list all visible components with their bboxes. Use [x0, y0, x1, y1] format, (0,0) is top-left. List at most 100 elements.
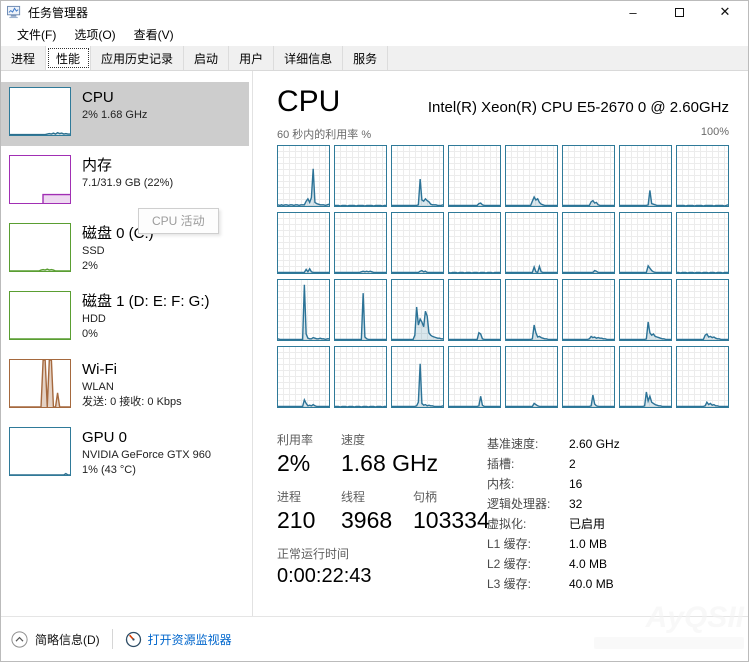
core-graph-11	[448, 212, 501, 274]
tab-4[interactable]: 用户	[229, 46, 275, 70]
core-graph-grid	[277, 145, 729, 408]
cpu-detail-value-6: 4.0 MB	[569, 557, 608, 571]
cpu-detail-value-3: 32	[569, 497, 583, 511]
sidebar-item-memory[interactable]: 内存 7.1/31.9 GB (22%)	[1, 150, 249, 214]
cpu-detail-row-6: L2 缓存: 4.0 MB	[487, 554, 620, 574]
graph-caption-right: 100%	[700, 126, 729, 138]
cpu-detail-label-2: 内核:	[487, 477, 515, 491]
cpu-detail-label-0: 基准速度:	[487, 437, 539, 451]
utilization-value: 2%	[277, 450, 311, 476]
cpu-detail-row-3: 逻辑处理器: 32	[487, 494, 620, 514]
title-bar: 任务管理器 – ✕	[1, 1, 748, 23]
sidebar-item-disk0[interactable]: 磁盘 0 (C:) SSD 2%	[1, 218, 249, 282]
menu-bar: 文件(F) 选项(O) 查看(V)	[1, 23, 748, 46]
core-graph-16	[277, 279, 330, 341]
tab-bar: 进程 性能 应用历史记录 启动 用户 详细信息 服务	[1, 46, 748, 71]
core-graph-0	[277, 145, 330, 207]
core-graph-15	[676, 212, 729, 274]
sidebar-item-disk1[interactable]: 磁盘 1 (D: E: F: G:) HDD 0%	[1, 286, 249, 350]
gpu-title: GPU 0	[82, 429, 128, 446]
menu-options[interactable]: 选项(O)	[74, 28, 116, 42]
gpu-stat-line-1: 1% (43 °C)	[82, 464, 136, 476]
performance-sidebar: CPU 2% 1.68 GHz 内存 7.1/31.9 GB (22%) 磁盘 0 (C…	[1, 71, 253, 618]
uptime-value: 0:00:22:43	[277, 565, 372, 587]
window-title: 任务管理器	[28, 5, 89, 20]
cpu-detail-label-7: L3 缓存:	[487, 577, 532, 591]
cpu-detail-value-1: 2	[569, 457, 576, 471]
cpu-detail-label-4: 虚拟化:	[487, 517, 527, 531]
cpu-detail-value-0: 2.60 GHz	[569, 437, 620, 451]
open-resource-monitor-label: 打开资源监视器	[147, 632, 232, 647]
tab-1[interactable]: 性能	[46, 46, 92, 70]
tab-5[interactable]: 详细信息	[274, 46, 344, 70]
threads-value: 3968	[341, 507, 393, 533]
cpu-detail-row-1: 插槽: 2	[487, 454, 620, 474]
core-graph-22	[619, 279, 672, 341]
core-graph-8	[277, 212, 330, 274]
sidebar-item-gpu[interactable]: GPU 0 NVIDIA GeForce GTX 960 1% (43 °C)	[1, 422, 249, 486]
core-graph-29	[562, 346, 615, 408]
core-graph-4	[505, 145, 558, 207]
core-graph-6	[619, 145, 672, 207]
fewer-details-label: 简略信息(D)	[35, 632, 100, 647]
close-button[interactable]: ✕	[719, 4, 731, 19]
core-graph-31	[676, 346, 729, 408]
core-graph-17	[334, 279, 387, 341]
gpu-graph-thumbnail	[9, 427, 71, 476]
memory-graph-thumbnail	[9, 155, 71, 204]
core-graph-23	[676, 279, 729, 341]
fewer-details-toggle[interactable]: 简略信息(D)	[11, 630, 100, 648]
disk1-stat-line-0: HDD	[82, 313, 106, 325]
resource-monitor-gauge-icon	[125, 631, 141, 647]
wifi-title: Wi-Fi	[82, 361, 117, 378]
core-graph-24	[277, 346, 330, 408]
core-graph-7	[676, 145, 729, 207]
tab-6[interactable]: 服务	[343, 46, 389, 70]
tab-3[interactable]: 启动	[184, 46, 230, 70]
tab-2[interactable]: 应用历史记录	[91, 46, 185, 70]
core-graph-14	[619, 212, 672, 274]
core-graph-3	[448, 145, 501, 207]
app-icon	[7, 5, 21, 19]
content-area: CPU 2% 1.68 GHz 内存 7.1/31.9 GB (22%) 磁盘 0 (C…	[1, 71, 748, 618]
handles-value: 103334	[413, 507, 490, 533]
cpu-detail-value-7: 40.0 MB	[569, 577, 614, 591]
core-graph-19	[448, 279, 501, 341]
uptime-label: 正常运行时间	[277, 547, 350, 561]
core-graph-21	[562, 279, 615, 341]
core-graph-10	[391, 212, 444, 274]
maximize-button[interactable]	[656, 1, 702, 23]
tab-0[interactable]: 进程	[1, 46, 47, 70]
cpu-detail-row-0: 基准速度: 2.60 GHz	[487, 434, 620, 454]
menu-file[interactable]: 文件(F)	[17, 28, 57, 42]
core-graph-9	[334, 212, 387, 274]
cpu-model-name: Intel(R) Xeon(R) CPU E5-2670 0 @ 2.60GHz	[427, 99, 729, 116]
core-graph-28	[505, 346, 558, 408]
disk1-stat-line-1: 0%	[82, 328, 98, 340]
open-resource-monitor-link[interactable]: 打开资源监视器	[125, 631, 232, 648]
cpu-stats-left: 利用率 2% 速度 1.68 GHz 进程 210	[277, 432, 490, 601]
wifi-stat-line-1: 发送: 0 接收: 0 Kbps	[82, 396, 182, 408]
sidebar-item-wifi[interactable]: Wi-Fi WLAN 发送: 0 接收: 0 Kbps	[1, 354, 249, 418]
core-graph-18	[391, 279, 444, 341]
speed-value: 1.68 GHz	[341, 450, 439, 476]
minimize-button[interactable]: –	[629, 4, 637, 20]
cpu-detail-row-2: 内核: 16	[487, 474, 620, 494]
cpu-detail-label-5: L1 缓存:	[487, 537, 532, 551]
cpu-detail-label-3: 逻辑处理器:	[487, 497, 551, 511]
core-graph-12	[505, 212, 558, 274]
sidebar-item-cpu[interactable]: CPU 2% 1.68 GHz	[1, 82, 249, 146]
core-graph-30	[619, 346, 672, 408]
wifi-graph-thumbnail	[9, 359, 71, 408]
menu-view[interactable]: 查看(V)	[133, 28, 174, 42]
cpu-detail-value-5: 1.0 MB	[569, 537, 608, 551]
core-graph-2	[391, 145, 444, 207]
cpu-detail-row-4: 虚拟化: 已启用	[487, 514, 620, 534]
handles-label: 句柄	[413, 490, 438, 504]
core-graph-26	[391, 346, 444, 408]
core-graph-25	[334, 346, 387, 408]
core-graph-1	[334, 145, 387, 207]
memory-stat-line-0: 7.1/31.9 GB (22%)	[82, 177, 174, 189]
maximize-icon	[674, 7, 684, 17]
